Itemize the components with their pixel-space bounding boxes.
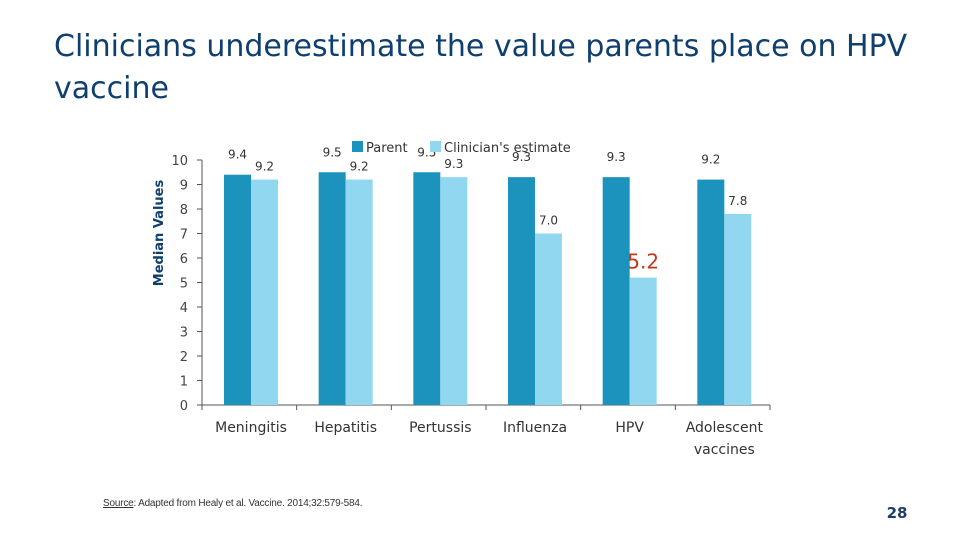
bar-clinician [345,179,373,405]
bars [224,172,752,405]
value-label-clinician: 9.2 [255,160,274,174]
y-tick-label: 3 [180,326,188,341]
value-label-highlight: 5.2 [627,250,659,274]
value-label-parent: 9.3 [607,150,626,164]
y-tick-label: 4 [180,301,188,316]
category-label: Adolescent [686,420,764,436]
category-label: Influenza [503,420,567,436]
bar-parent [697,179,725,405]
page-number: 28 [886,504,908,522]
source-label: Source [103,498,134,509]
x-axis: Meningitis Hepatitis Pertussis Influenza HPV… [201,404,771,458]
y-tick-label: 8 [180,203,188,218]
legend-label-clinician: Clinician's estimate [444,141,571,156]
y-axis: 0 1 2 3 4 5 6 7 8 9 10 [171,154,203,414]
category-label: Meningitis [215,420,287,436]
bar-clinician [724,213,752,405]
y-tick-label: 5 [180,277,188,292]
value-label-parent: 9.2 [701,153,720,167]
value-label-parent: 9.4 [228,148,247,162]
source-citation: Source: Adapted from Healy et al. Vaccin… [103,498,363,509]
value-label-parent: 9.5 [323,145,342,159]
value-label-parent: 9.3 [512,150,531,164]
legend-label-parent: Parent [366,141,408,156]
y-axis-title: Median Values [152,180,167,287]
legend: Parent Clinician's estimate [352,141,571,156]
bar-parent [508,177,535,405]
y-tick-label: 2 [180,350,188,365]
bar-clinician [535,233,562,405]
data-labels: 9.4 9.5 9.5 9.3 9.3 9.29.2 9.2 9.37.05.27.8 [228,145,747,273]
y-axis-title-group: Median Values [152,180,167,287]
bar-parent [224,174,251,405]
source-text: : Adapted from Healy et al. Vaccine. 201… [133,498,363,509]
y-tick-label: 10 [171,154,188,169]
bar-parent [413,172,441,405]
legend-swatch-clinician [430,141,441,152]
category-label: Pertussis [409,420,471,436]
y-tick-label: 7 [180,228,188,243]
value-label-clinician: 7.0 [539,214,558,228]
bar-clinician [251,179,278,405]
bar-clinician [440,177,468,405]
category-label: Hepatitis [314,420,377,436]
bar-parent [318,172,346,405]
category-label: HPV [615,420,644,436]
y-tick-label: 1 [180,375,188,390]
value-label-clinician: 9.3 [444,157,463,171]
bar-parent [602,177,630,405]
slide-title: Clinicians underestimate the value paren… [54,29,908,106]
legend-swatch-parent [352,141,363,152]
y-tick-label: 0 [180,399,188,414]
bar-clinician [629,277,657,405]
value-label-clinician: 9.2 [350,160,369,174]
category-label: vaccines [694,442,755,458]
y-tick-label: 9 [180,179,188,194]
value-label-clinician: 7.8 [728,194,747,208]
y-tick-label: 6 [180,252,188,267]
